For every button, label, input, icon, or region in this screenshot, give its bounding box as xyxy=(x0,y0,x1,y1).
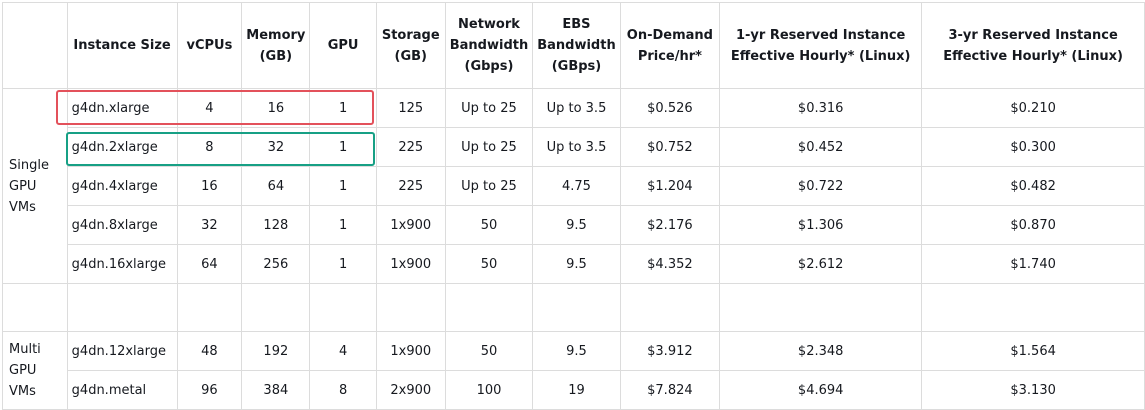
table-cell: 9.5 xyxy=(532,205,621,245)
table-cell: $1.740 xyxy=(921,244,1145,284)
table-cell: Up to 3.5 xyxy=(532,127,621,167)
table-cell: $0.452 xyxy=(719,127,923,167)
table-cell: 225 xyxy=(375,127,446,167)
instance-size-cell: g4dn.8xlarge xyxy=(66,205,178,245)
table-cell: 4.75 xyxy=(532,166,621,206)
empty-cell xyxy=(176,283,243,332)
table-cell: 384 xyxy=(241,370,311,410)
table-row: g4dn.16xlarge 64 256 1 1x900 50 9.5 $4.3… xyxy=(3,244,1145,284)
header-cell: 3-yr Reserved Instance Effective Hourly*… xyxy=(921,2,1145,89)
table-cell: 1x900 xyxy=(375,205,446,245)
table-cell: $2.348 xyxy=(719,331,923,371)
table-row: Multi GPU VMs g4dn.12xlarge 48 192 4 1x9… xyxy=(2,331,1145,410)
header-cell: vCPUs xyxy=(176,2,243,89)
empty-cell xyxy=(66,283,178,332)
table-cell: 1 xyxy=(309,166,377,206)
table-cell: 50 xyxy=(444,205,534,245)
spacer-row xyxy=(2,283,1145,332)
table-cell: 8 xyxy=(309,370,377,410)
table-cell: $4.694 xyxy=(719,370,923,410)
table-cell: Up to 25 xyxy=(444,88,534,128)
table-cell: 4 xyxy=(309,331,377,371)
table-cell: Up to 25 xyxy=(444,166,534,206)
table-cell: $0.722 xyxy=(719,166,923,206)
table-cell: 192 xyxy=(241,331,311,371)
table-cell: 16 xyxy=(176,166,243,206)
header-cell: GPU xyxy=(309,2,377,89)
table-cell: 48 xyxy=(176,331,243,371)
table-cell: $0.300 xyxy=(921,127,1145,167)
table-cell: $2.176 xyxy=(619,205,721,245)
table-cell: $0.316 xyxy=(719,88,923,128)
table-cell: 50 xyxy=(444,331,534,371)
empty-cell xyxy=(375,283,446,332)
empty-cell xyxy=(921,283,1145,332)
empty-cell xyxy=(2,283,68,332)
header-cell: Network Bandwidth (Gbps) xyxy=(444,2,534,89)
table-cell: $0.526 xyxy=(619,88,721,128)
table-cell: 128 xyxy=(241,205,311,245)
instance-size-cell: g4dn.12xlarge xyxy=(66,331,178,371)
table-cell: 64 xyxy=(241,166,311,206)
table-cell: $7.824 xyxy=(619,370,721,410)
table-cell: 96 xyxy=(176,370,243,410)
header-cell: 1-yr Reserved Instance Effective Hourly*… xyxy=(719,2,923,89)
table-cell: 19 xyxy=(532,370,621,410)
instance-size-cell: g4dn.4xlarge xyxy=(66,166,178,206)
empty-cell xyxy=(309,283,377,332)
table-cell: 64 xyxy=(176,244,243,284)
table-cell: 2x900 xyxy=(375,370,446,410)
table-cell: $4.352 xyxy=(619,244,721,284)
table-cell: 100 xyxy=(444,370,534,410)
empty-cell xyxy=(444,283,534,332)
empty-cell xyxy=(719,283,923,332)
table-cell: 125 xyxy=(375,88,446,128)
header-cell xyxy=(2,2,68,89)
header-cell: On-Demand Price/hr* xyxy=(619,2,721,89)
table-cell: $1.564 xyxy=(921,331,1145,371)
table-cell: $3.130 xyxy=(921,370,1145,410)
empty-cell xyxy=(532,283,621,332)
table-cell: $0.482 xyxy=(921,166,1145,206)
table-cell: 1x900 xyxy=(375,331,446,371)
table-cell: 1 xyxy=(309,88,377,128)
table-cell: 9.5 xyxy=(532,244,621,284)
empty-cell xyxy=(619,283,721,332)
table-cell: $2.612 xyxy=(719,244,923,284)
table-cell: 225 xyxy=(375,166,446,206)
header-cell: EBS Bandwidth (GBps) xyxy=(532,2,621,89)
table-cell: $3.912 xyxy=(619,331,721,371)
highlight-box-2xlarge xyxy=(66,132,375,166)
table-cell: $1.204 xyxy=(619,166,721,206)
instance-size-cell: g4dn.metal xyxy=(66,370,178,410)
header-row: Instance Size vCPUs Memory (GB) GPU Stor… xyxy=(2,2,1145,89)
table-cell: Up to 25 xyxy=(444,127,534,167)
empty-cell xyxy=(241,283,311,332)
table-cell: Up to 3.5 xyxy=(532,88,621,128)
header-cell: Storage (GB) xyxy=(375,2,446,89)
highlight-box-xlarge xyxy=(56,90,374,125)
table-cell: 1 xyxy=(309,205,377,245)
table-cell: 1 xyxy=(309,244,377,284)
table-row: g4dn.metal 96 384 8 2x900 100 19 $7.824 … xyxy=(3,370,1145,410)
table-cell: 16 xyxy=(241,88,311,128)
table-cell: 50 xyxy=(444,244,534,284)
table-cell: 32 xyxy=(176,205,243,245)
table-row: g4dn.4xlarge 16 64 1 225 Up to 25 4.75 $… xyxy=(3,166,1145,206)
table-cell: $0.210 xyxy=(921,88,1145,128)
header-cell: Memory (GB) xyxy=(241,2,311,89)
instance-size-cell: g4dn.16xlarge xyxy=(66,244,178,284)
table-row: g4dn.8xlarge 32 128 1 1x900 50 9.5 $2.17… xyxy=(3,205,1145,245)
header-cell: Instance Size xyxy=(66,2,178,89)
table-cell: 9.5 xyxy=(532,331,621,371)
table-cell: $0.752 xyxy=(619,127,721,167)
table-cell: $0.870 xyxy=(921,205,1145,245)
table-cell: 256 xyxy=(241,244,311,284)
table-cell: 1x900 xyxy=(375,244,446,284)
group-label-multi-gpu: Multi GPU VMs xyxy=(2,331,68,410)
table-cell: $1.306 xyxy=(719,205,923,245)
table-row: Single GPU VMs g4dn.xlarge 4 16 1 125 Up… xyxy=(2,88,1145,284)
